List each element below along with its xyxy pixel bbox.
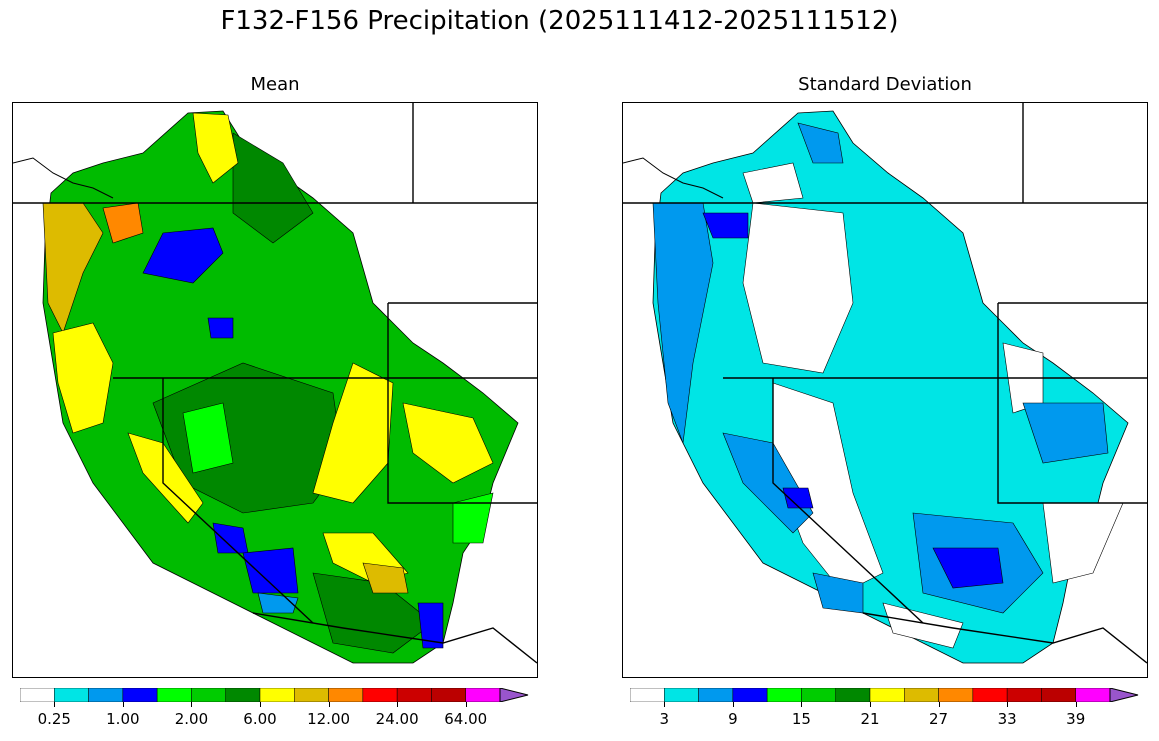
mean-colorbar-segment	[122, 688, 158, 702]
mean-colorbar-segment	[328, 688, 364, 702]
mean-panel-title: Mean	[250, 74, 300, 95]
stddev-blue-north	[797, 122, 844, 164]
stddev-colorbar-tick-label: 15	[791, 710, 811, 728]
mean-colorbar-segment	[294, 688, 329, 702]
stddev-colorbar-extend-arrow	[1109, 688, 1139, 702]
mean-colorbar-tick-label: 2.00	[174, 710, 209, 728]
mean-colorbar-tick-mark	[465, 702, 467, 707]
mean-bright-green-patch	[182, 402, 234, 474]
stddev-colorbar-segment	[972, 688, 1008, 702]
mean-colorbar-tick-label: 1.00	[106, 710, 140, 728]
stddev-white-southeast	[1042, 502, 1124, 584]
mean-colorbar-tick-mark	[191, 702, 193, 707]
mean-colorbar-segment	[88, 688, 124, 702]
stddev-colorbar-segment	[698, 688, 734, 702]
stddev-colorbar-segment	[1041, 688, 1076, 702]
figure-title: F132-F156 Precipitation (2025111412-2025…	[220, 6, 899, 36]
mean-colorbar-tick-label: 0.25	[37, 710, 71, 728]
mean-map	[12, 102, 538, 678]
stddev-colorbar-segment	[1006, 688, 1042, 702]
mean-mexico-border	[252, 612, 537, 664]
stddev-blue-colorado	[1022, 402, 1109, 464]
mean-boundary-line-4	[113, 377, 314, 624]
stddev-mexico-border	[862, 612, 1147, 664]
stddev-colorbar	[630, 688, 1139, 702]
stddev-deepblue-arizona	[932, 547, 1004, 589]
mean-colorbar-segment	[431, 688, 466, 702]
mean-colorbar	[20, 688, 529, 702]
stddev-white-south	[882, 602, 964, 649]
mean-colorbar-segment	[259, 688, 295, 702]
stddev-white-region	[742, 202, 854, 374]
stddev-white-north	[742, 162, 804, 204]
mean-yellow-north	[192, 112, 239, 184]
stddev-colorbar-tick-label: 33	[997, 710, 1017, 728]
stddev-colorbar-segment	[766, 688, 802, 702]
stddev-map	[622, 102, 1148, 678]
stddev-colorbar-segment	[630, 688, 665, 702]
stddev-colorbar-tick-label: 39	[1066, 710, 1086, 728]
mean-colorbar-segment	[362, 688, 398, 702]
mean-orange-patch	[102, 202, 144, 244]
stddev-colorbar-tick-label: 9	[728, 710, 738, 728]
mean-colorbar-tick-mark	[54, 702, 56, 707]
stddev-colorbar-segment	[732, 688, 768, 702]
stddev-colorbar-segment	[904, 688, 939, 702]
stddev-colorbar-segment	[1075, 688, 1111, 702]
stddev-colorbar-tick-mark	[664, 702, 666, 707]
mean-colorbar-segment	[396, 688, 432, 702]
mean-colorbar-tick-label: 64.00	[444, 710, 488, 728]
stddev-colorbar-segment	[938, 688, 974, 702]
stddev-boundary-line-4	[723, 377, 924, 624]
mean-blue-arizona	[242, 547, 299, 594]
stddev-colorbar-tick-label: 3	[659, 710, 670, 728]
stddev-colorbar-tick-mark	[870, 702, 871, 707]
stddev-colorbar-tick-label: 21	[860, 710, 880, 728]
stddev-panel-title: Standard Deviation	[798, 74, 972, 95]
mean-yellow-colorado	[402, 402, 494, 484]
mean-yellow-utah	[312, 362, 394, 504]
mean-boundary-line-2	[387, 302, 537, 504]
stddev-boundary-line-2	[997, 302, 1147, 504]
stddev-canadian-coast	[623, 157, 724, 199]
mean-colorbar-extend-arrow	[499, 688, 529, 702]
mean-colorbar-segment	[191, 688, 226, 702]
mean-colorbar-tick-mark	[397, 702, 399, 707]
mean-colorbar-segment	[156, 688, 192, 702]
mean-colorbar-segment	[225, 688, 261, 702]
mean-colorbar-tick-label: 6.00	[243, 710, 277, 728]
mean-colorbar-segment	[54, 688, 89, 702]
mean-colorbar-tick-label: 12.00	[307, 710, 351, 728]
mean-colorbar-tick-mark	[260, 702, 261, 707]
stddev-colorbar-tick-mark	[1007, 702, 1009, 707]
mean-coastal-yellow	[52, 322, 114, 434]
mean-colorbar-segment	[20, 688, 55, 702]
mean-blue-nm	[417, 602, 444, 649]
mean-blue-idaho	[207, 317, 234, 339]
stddev-colorbar-tick-label: 27	[929, 710, 949, 728]
mean-canadian-coast	[13, 157, 114, 199]
mean-gold-southwest	[362, 562, 409, 594]
mean-bright-green-patch-2	[452, 492, 494, 544]
stddev-deepblue-nevada	[782, 487, 814, 509]
stddev-colorbar-tick-mark	[732, 702, 734, 707]
stddev-colorbar-segment	[835, 688, 871, 702]
mean-dark-green-north	[232, 132, 314, 244]
stddev-colorbar-tick-mark	[1075, 702, 1077, 707]
mean-blue-washington	[142, 227, 224, 284]
stddev-colorbar-tick-mark	[801, 702, 803, 707]
stddev-colorbar-segment	[869, 688, 905, 702]
mean-colorbar-tick-label: 24.00	[375, 710, 419, 728]
mean-colorbar-tick-mark	[328, 702, 330, 707]
stddev-deepblue-washington	[702, 212, 749, 239]
mean-colorbar-segment	[465, 688, 501, 702]
stddev-colorbar-segment	[664, 688, 699, 702]
mean-colorbar-tick-mark	[122, 702, 124, 707]
stddev-colorbar-tick-mark	[938, 702, 940, 707]
stddev-colorbar-segment	[801, 688, 836, 702]
